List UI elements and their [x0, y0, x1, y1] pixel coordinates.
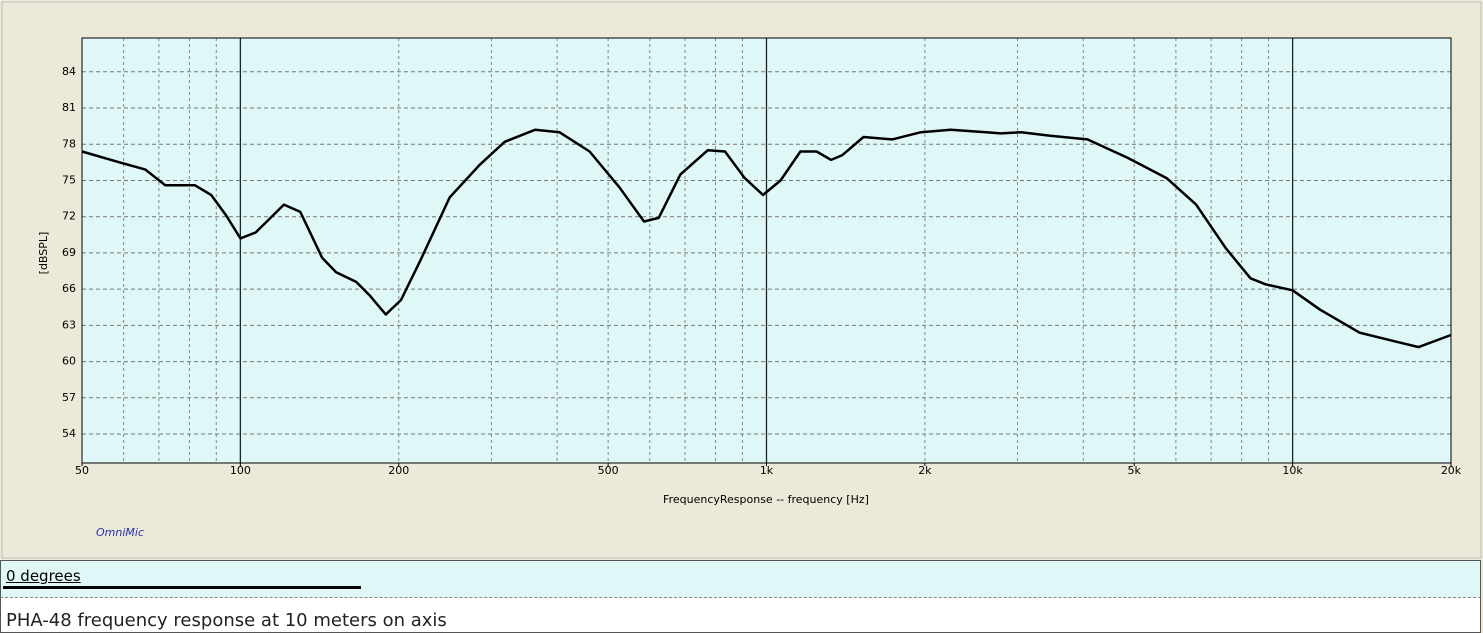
y-axis-label: [dBSPL] [37, 232, 50, 275]
y-tick-label: 60 [62, 355, 76, 368]
x-tick-label: 500 [598, 464, 619, 477]
y-tick-label: 57 [62, 391, 76, 404]
y-tick-label: 78 [62, 137, 76, 150]
x-tick-label: 100 [230, 464, 251, 477]
x-tick-label: 50 [75, 464, 89, 477]
legend: 0 degrees [0, 560, 1481, 598]
x-tick-label: 20k [1441, 464, 1462, 477]
caption-box: PHA-48 frequency response at 10 meters o… [0, 598, 1481, 633]
y-tick-label: 69 [62, 246, 76, 259]
x-tick-label: 200 [388, 464, 409, 477]
y-tick-label: 54 [62, 427, 76, 440]
x-tick-label: 10k [1282, 464, 1303, 477]
legend-swatch [3, 586, 361, 589]
y-tick-label: 81 [62, 101, 76, 114]
chart: FrequencyResponse -- frequency [Hz] [dBS… [1, 1, 1482, 559]
caption: PHA-48 frequency response at 10 meters o… [6, 610, 447, 631]
legend-label: 0 degrees [6, 567, 81, 585]
y-tick-label: 84 [62, 65, 76, 78]
x-axis-label: FrequencyResponse -- frequency [Hz] [663, 493, 869, 506]
y-tick-label: 72 [62, 210, 76, 223]
x-tick-label: 1k [760, 464, 774, 477]
watermark: OmniMic [96, 526, 144, 539]
x-tick-label: 2k [918, 464, 932, 477]
y-tick-label: 75 [62, 173, 76, 186]
y-tick-label: 63 [62, 318, 76, 331]
plot-border [81, 37, 1452, 464]
y-tick-label: 66 [62, 282, 76, 295]
series-line [81, 128, 1452, 349]
x-tick-label: 5k [1128, 464, 1142, 477]
